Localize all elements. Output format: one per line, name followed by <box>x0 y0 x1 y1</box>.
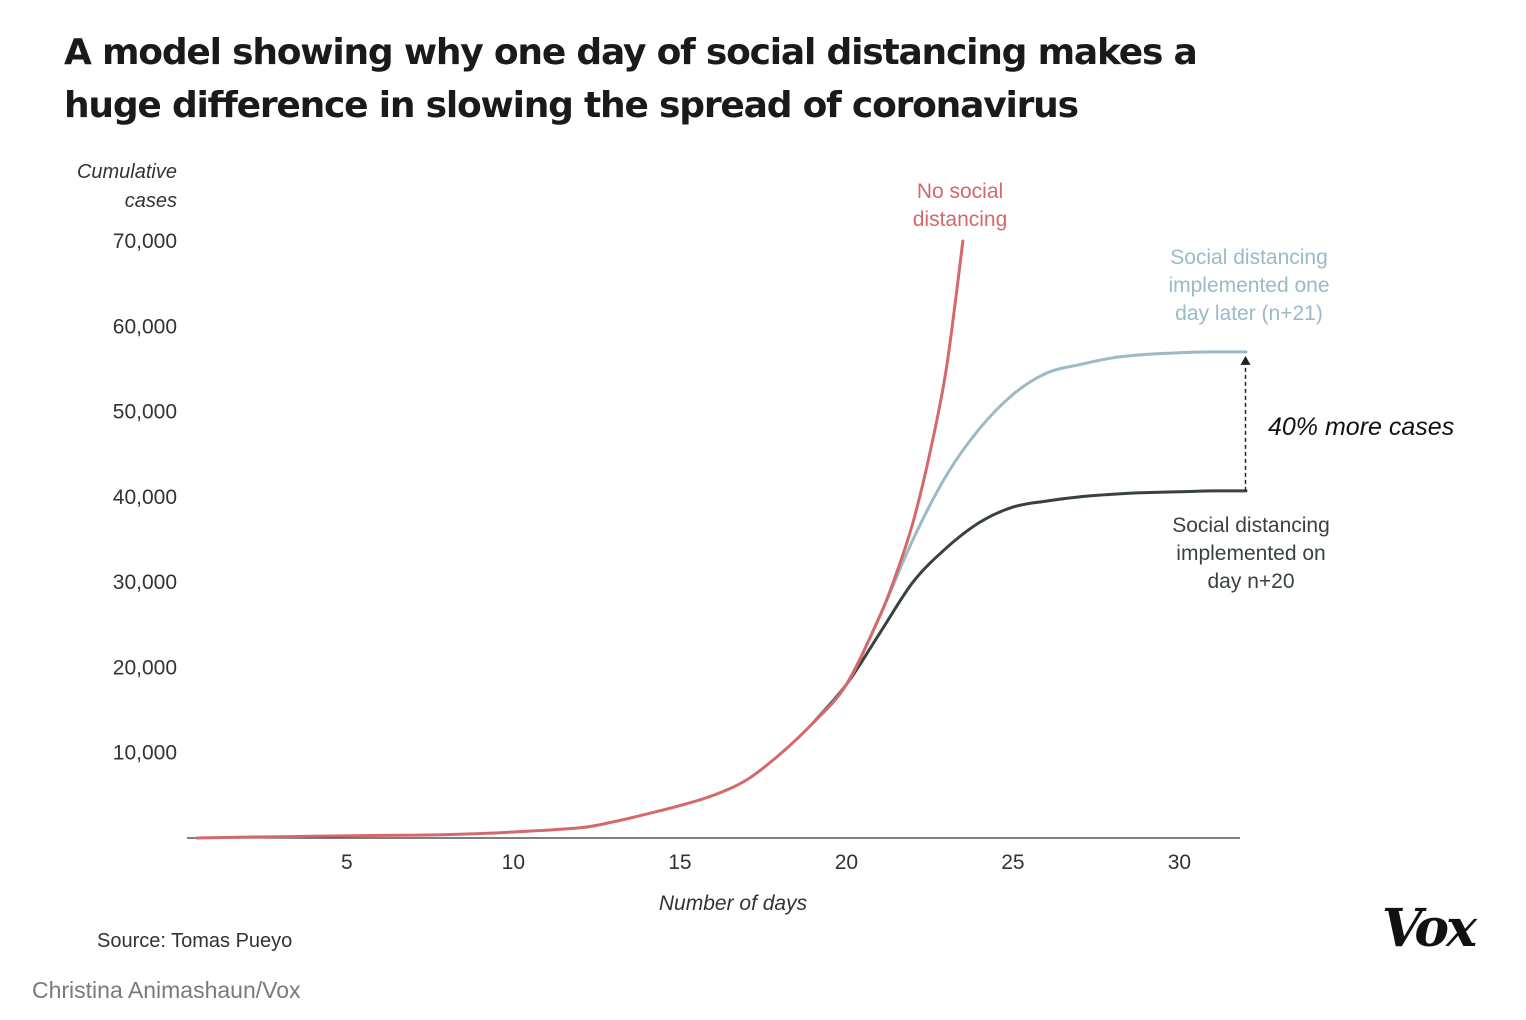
annotation-arrow-head-icon <box>1240 355 1251 365</box>
y-tick-label: 70,000 <box>113 230 177 253</box>
series-line-no-social-distancing <box>195 239 965 840</box>
chart-title: A model showing why one day of social di… <box>64 26 1264 132</box>
y-axis-title-line: cases <box>125 190 177 212</box>
series-label-no-social-distancing: No social <box>917 180 1003 203</box>
annotation-label: 40% more cases <box>1268 413 1454 441</box>
x-tick-label: 10 <box>502 851 525 874</box>
x-tick-label: 30 <box>1168 851 1191 874</box>
chart-title-line-2: huge difference in slowing the spread of… <box>64 85 1079 126</box>
x-tick-label: 20 <box>835 851 858 874</box>
y-tick-label: 10,000 <box>113 742 177 765</box>
y-tick-label: 30,000 <box>113 571 177 594</box>
vox-logo: Vox <box>1382 898 1478 959</box>
y-tick-label: 60,000 <box>113 315 177 338</box>
series-label-n21: implemented one <box>1168 274 1329 297</box>
series-line-n21 <box>811 350 1248 725</box>
series-line-n20 <box>811 489 1248 725</box>
series-label-n20: day n+20 <box>1208 570 1295 593</box>
x-tick-label: 5 <box>341 851 353 874</box>
x-tick-label: 25 <box>1001 851 1024 874</box>
photo-credit: Christina Animashaun/Vox <box>32 977 301 1003</box>
series-label-n21: day later (n+21) <box>1175 302 1323 325</box>
series-label-n21: Social distancing <box>1170 246 1328 269</box>
y-tick-label: 40,000 <box>113 486 177 509</box>
y-axis-title-line: Cumulative <box>77 161 177 183</box>
x-axis-title: Number of days <box>659 892 808 915</box>
series-label-no-social-distancing: distancing <box>913 208 1008 231</box>
chart-title-line-1: A model showing why one day of social di… <box>64 32 1198 73</box>
source-note: Source: Tomas Pueyo <box>97 930 292 952</box>
x-tick-label: 15 <box>668 851 691 874</box>
y-tick-label: 50,000 <box>113 401 177 424</box>
series-label-n20: implemented on <box>1176 542 1325 565</box>
series-label-n20: Social distancing <box>1172 514 1330 537</box>
y-tick-label: 20,000 <box>113 656 177 679</box>
